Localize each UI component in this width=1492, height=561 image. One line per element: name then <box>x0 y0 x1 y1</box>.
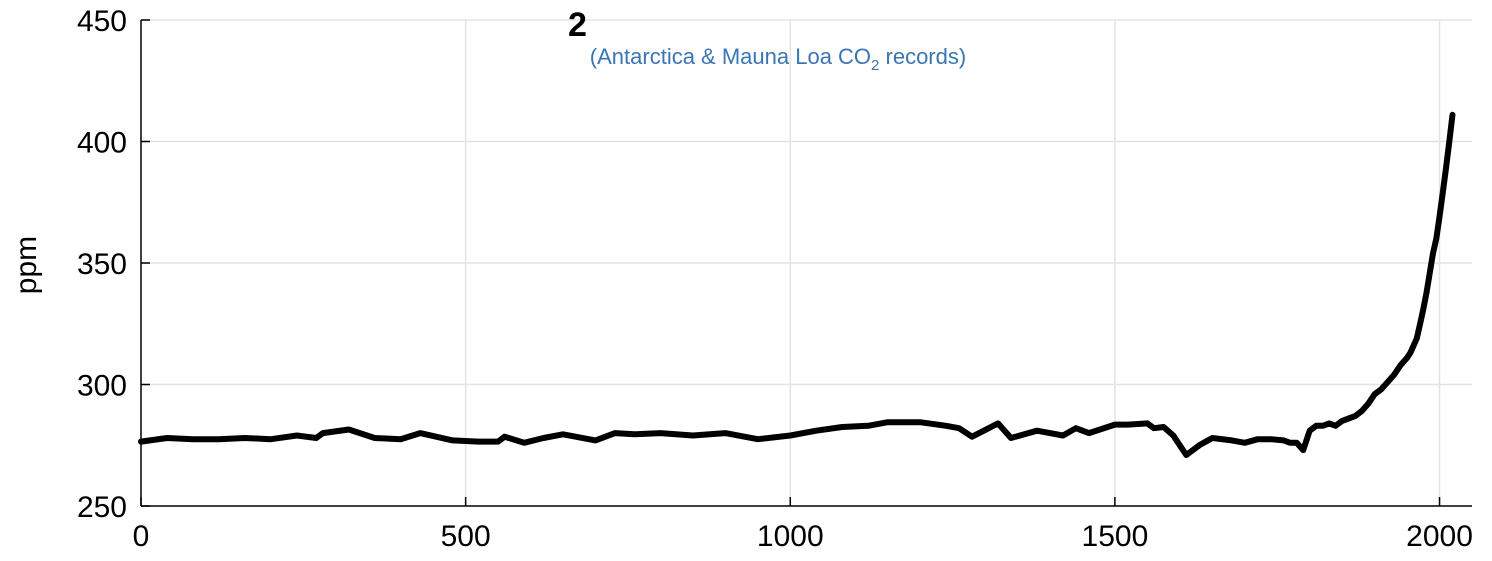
co2-series-line <box>138 111 1456 458</box>
y-tick-label: 300 <box>77 370 127 403</box>
subtitle-subscript: 2 <box>871 57 879 74</box>
x-tick-label: 1000 <box>757 520 824 553</box>
y-tick-label: 350 <box>77 248 127 281</box>
x-tick-label: 0 <box>133 520 150 553</box>
series-layer <box>138 111 1456 458</box>
x-tick-label: 1500 <box>1082 520 1149 553</box>
y-tick-label: 250 <box>77 491 127 524</box>
title-fragment: 2 <box>568 6 587 44</box>
chart-subtitle: (Antarctica & Mauna Loa CO2 records) <box>590 44 966 74</box>
subtitle-suffix: records) <box>879 44 966 69</box>
y-tick-label: 450 <box>77 5 127 38</box>
x-tick-label: 2000 <box>1406 520 1473 553</box>
subtitle-prefix: (Antarctica & Mauna Loa CO <box>590 44 871 69</box>
tick-layer: 0 500 1000 1500 2000 250 300 350 400 450 <box>77 5 1473 553</box>
x-tick-label: 500 <box>441 520 491 553</box>
y-tick-label: 400 <box>77 127 127 160</box>
y-axis-label: ppm <box>10 236 43 294</box>
grid-layer <box>141 19 1472 506</box>
